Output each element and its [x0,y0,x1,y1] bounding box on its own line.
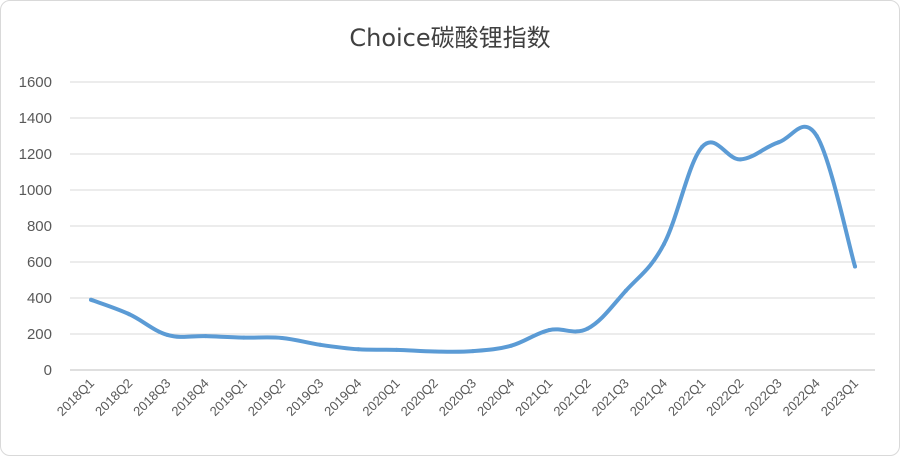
chart-title: Choice碳酸锂指数 [349,24,551,52]
y-tick-label: 0 [44,362,52,379]
x-tick-label: 2020Q3 [436,376,479,419]
data-point [318,342,323,347]
x-tick-label: 2020Q2 [398,376,441,419]
data-point [89,297,93,302]
data-point [623,288,628,293]
x-tick-label: 2021Q4 [627,376,670,419]
y-axis-ticks: 0 200 400 600 800 1000 1200 1400 1600 [19,74,52,379]
x-tick-label: 2018Q3 [130,376,173,419]
y-tick-label: 1600 [19,74,52,91]
x-tick-label: 2022Q4 [780,376,823,419]
data-point [356,347,361,352]
data-point [394,347,399,352]
y-tick-label: 1000 [19,182,52,199]
series-layer [89,124,857,354]
data-point [241,335,246,340]
x-tick-label: 2019Q4 [321,376,364,419]
x-tick-label: 2019Q1 [207,376,250,419]
y-tick-label: 400 [27,290,52,307]
x-tick-label: 2021Q3 [589,376,632,419]
data-point [280,335,284,340]
y-tick-label: 1200 [19,146,52,163]
x-tick-label: 2018Q1 [54,376,97,419]
x-tick-label: 2020Q4 [474,376,517,419]
y-tick-label: 600 [27,254,52,271]
data-point [585,326,590,331]
x-tick-label: 2022Q2 [703,376,746,419]
x-tick-label: 2022Q1 [665,376,708,419]
data-point [471,349,475,354]
x-tick-label: 2019Q2 [245,376,288,419]
y-tick-label: 800 [27,218,52,235]
data-point [738,157,743,162]
x-tick-label: 2023Q1 [818,376,861,419]
data-point [814,134,819,138]
data-point [662,242,666,246]
x-tick-label: 2021Q1 [512,376,555,419]
x-tick-label: 2018Q4 [168,376,211,419]
data-point [853,264,857,269]
y-tick-label: 1400 [19,110,52,127]
x-tick-label: 2021Q2 [550,376,593,419]
x-tick-label: 2018Q2 [92,376,135,419]
data-point [700,144,705,149]
x-tick-label: 2022Q3 [741,376,784,419]
data-point [509,343,514,348]
data-point [165,332,170,337]
data-point [127,312,132,317]
data-point [776,140,781,145]
x-tick-label: 2019Q3 [283,376,326,419]
data-point [432,349,437,354]
x-tick-label: 2020Q1 [359,376,402,419]
data-point [547,328,552,333]
y-tick-label: 200 [27,326,52,343]
x-axis-ticks: 2018Q12018Q22018Q32018Q42019Q12019Q22019… [54,376,861,419]
data-point [203,334,208,339]
gridlines [70,81,875,371]
